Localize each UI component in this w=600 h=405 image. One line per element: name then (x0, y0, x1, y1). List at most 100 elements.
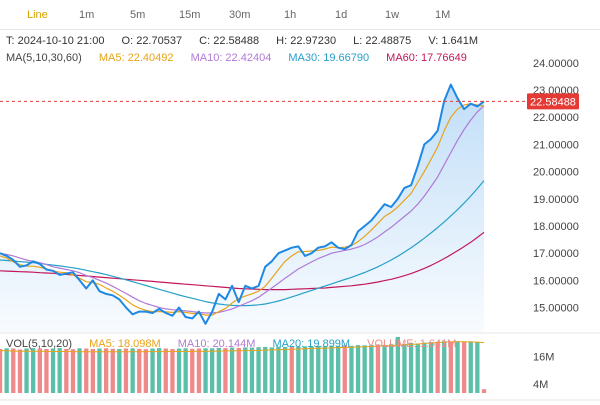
volume-bar (31, 348, 36, 393)
volume-bar (90, 349, 95, 393)
vol-ma5: MA5: 18.098M (89, 338, 161, 350)
volume-bar (256, 347, 261, 393)
volume-bar (44, 349, 49, 393)
volume-bar (137, 348, 142, 393)
volume-bar (428, 342, 434, 393)
timeframe-1h[interactable]: 1h (284, 9, 297, 21)
volume-bar (97, 348, 102, 393)
timeframe-1w[interactable]: 1w (385, 9, 400, 21)
volume-bar (196, 348, 202, 393)
info-close: C: 22.58488 (199, 35, 260, 47)
ma10-value: MA10: 22.42404 (190, 52, 272, 64)
ma30-line (0, 180, 485, 307)
last-price-label: 22.58488 (530, 96, 576, 108)
price-area-fill (0, 84, 484, 332)
volume-bar (70, 349, 76, 393)
volume-bar (170, 349, 175, 393)
volume-tick-label: 16M (533, 351, 554, 363)
timeframe-15m[interactable]: 15m (179, 9, 201, 21)
volume-bar (123, 348, 129, 393)
volume-bar (442, 341, 447, 393)
info-high: H: 22.97230 (276, 35, 337, 47)
volume-bar (64, 348, 69, 393)
y-tick-label: 20.00000 (533, 167, 579, 179)
volume-bar (104, 348, 109, 393)
volume-bar (382, 344, 387, 393)
timeframe-30m[interactable]: 30m (229, 9, 251, 21)
volume-bar (143, 349, 148, 393)
timeframe-1M[interactable]: 1M (435, 9, 451, 21)
volume-bar (369, 344, 374, 393)
y-tick-label: 18.00000 (533, 221, 579, 233)
volume-bar (355, 345, 361, 393)
y-tick-label: 24.00000 (533, 58, 579, 70)
volume-bar (243, 347, 248, 393)
vol-volume: VOLUME: 1.641M (367, 338, 457, 350)
timeframe-line[interactable]: Line (27, 9, 48, 21)
y-tick-label: 17.00000 (533, 248, 579, 260)
volume-bar (223, 348, 228, 393)
timeframe-1d[interactable]: 1d (335, 9, 348, 21)
ma-info-row: MA(5,10,30,60) MA5: 22.40492 MA10: 22.42… (6, 52, 481, 64)
volume-bar (229, 347, 235, 393)
volume-bar (475, 341, 480, 393)
vol-ma20: MA20: 19.899M (272, 338, 351, 350)
volume-bar (448, 341, 453, 393)
volume-bar (389, 344, 394, 393)
volume-bar (236, 347, 241, 393)
vol-label: VOL(5,10,20) (6, 338, 73, 350)
volume-bar (163, 348, 168, 393)
volume-bar (24, 348, 29, 393)
last-price-badge (527, 93, 579, 110)
volume-bar (249, 347, 255, 393)
volume-bar (37, 348, 42, 393)
volume-bar (468, 341, 473, 393)
y-tick-label: 15.00000 (533, 303, 579, 315)
volume-bar (190, 348, 195, 393)
ma5-value: MA5: 22.40492 (98, 52, 174, 64)
volume-bar (130, 348, 135, 393)
volume-bar (203, 348, 208, 393)
volume-bar (342, 345, 347, 393)
volume-info-row: VOL(5,10,20) MA5: 18.098M MA10: 20.144M … (6, 338, 470, 350)
volume-bar (415, 343, 420, 393)
timeframe-1m[interactable]: 1m (79, 9, 95, 21)
volume-bar (322, 346, 328, 394)
timeframe-toolbar: Line 1m 5m 15m 30m 1h 1d 1w 1M (0, 0, 600, 30)
volume-bar (422, 342, 427, 393)
volume-bar (309, 346, 314, 393)
volume-bar (57, 348, 62, 393)
y-tick-label: 16.00000 (533, 275, 579, 287)
volume-bar (375, 344, 381, 393)
ma60-value: MA60: 17.76649 (386, 52, 467, 64)
volume-bar (117, 349, 122, 393)
y-tick-label: 21.00000 (533, 139, 579, 151)
volume-bar (17, 349, 23, 393)
volume-bar (4, 348, 9, 393)
info-low: L: 22.48875 (353, 35, 412, 47)
volume-bar (395, 336, 400, 393)
ma30-value: MA30: 19.66790 (288, 52, 370, 64)
ma-label: MA(5,10,30,60) (6, 52, 82, 64)
volume-bar (210, 348, 215, 393)
volume-bar (289, 346, 294, 393)
ma5-line (0, 103, 485, 316)
info-time: T: 2024-10-10 21:00 (6, 35, 105, 47)
timeframe-5m[interactable]: 5m (130, 9, 146, 21)
volume-bar (435, 341, 440, 393)
volume-bar (302, 346, 308, 394)
volume-ma-line (0, 341, 485, 353)
price-line (0, 83, 485, 325)
volume-bar (462, 341, 467, 393)
volume-bar (176, 348, 182, 393)
ohlc-info-row: T: 2024-10-10 21:00 O: 22.70537 C: 22.58… (6, 35, 492, 47)
volume-bar (283, 346, 288, 393)
volume-bar (216, 347, 221, 393)
volume-bar (84, 348, 89, 393)
volume-bar (77, 348, 82, 393)
volume-bar (150, 348, 155, 393)
volume-bar (455, 341, 460, 393)
ma10-line (0, 105, 485, 314)
info-open: O: 22.70537 (121, 35, 183, 47)
